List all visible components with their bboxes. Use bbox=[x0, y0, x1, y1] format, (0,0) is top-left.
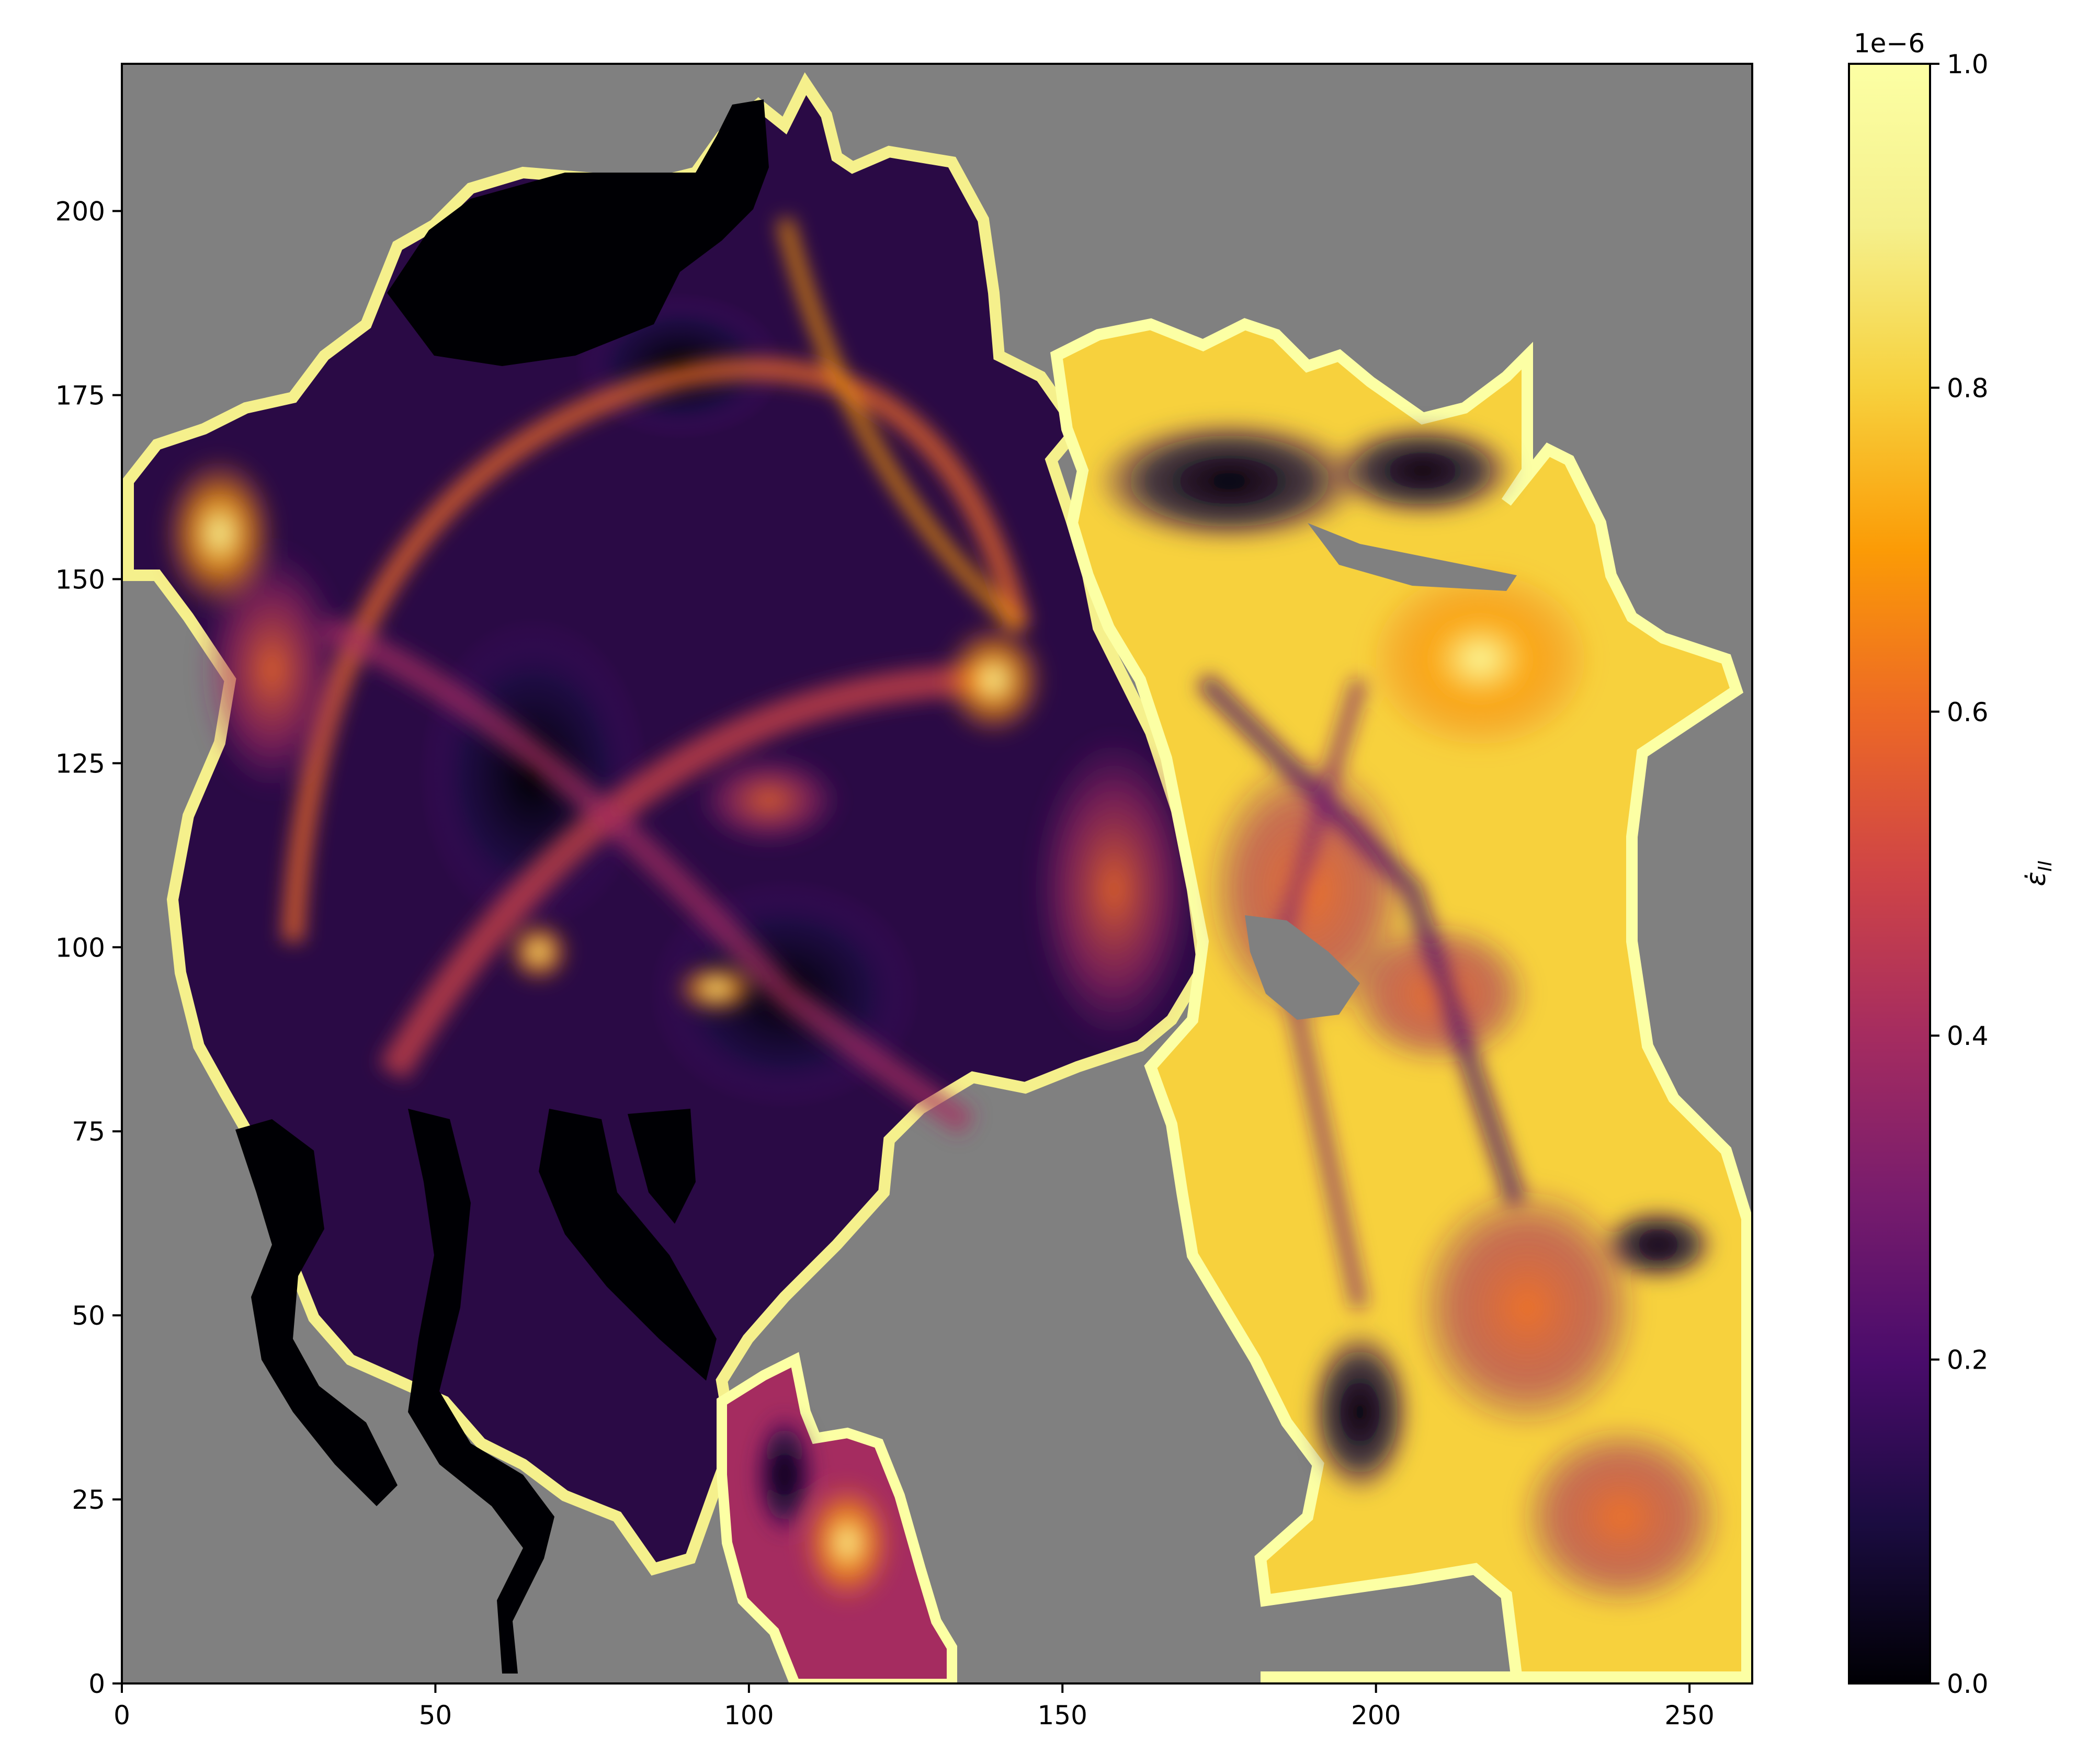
x-tick-label: 250 bbox=[1664, 1700, 1714, 1731]
strain-warm-spot bbox=[696, 753, 842, 847]
strain-rate-field bbox=[122, 72, 1752, 1683]
archipelago-channels bbox=[628, 1109, 696, 1224]
strain-hot-spot bbox=[800, 1480, 894, 1606]
colorbar-tick-label: 0.4 bbox=[1947, 1021, 1989, 1051]
y-tick-label: 0 bbox=[88, 1669, 105, 1699]
strain-hot-spot bbox=[1365, 565, 1595, 753]
colorbar-axis: 0.0 0.2 0.4 0.6 0.8 1.0 bbox=[1930, 49, 1989, 1699]
strain-dark-patch bbox=[1329, 424, 1517, 518]
strain-dark-patch bbox=[1308, 1328, 1412, 1496]
masked-hole bbox=[1245, 915, 1360, 1020]
y-tick-label: 75 bbox=[72, 1117, 105, 1147]
strain-dark-patch bbox=[1093, 418, 1365, 544]
strain-hot-spot bbox=[675, 962, 758, 1015]
y-axis: 0 25 50 75 100 125 150 175 200 bbox=[55, 197, 122, 1699]
ice-dark-core bbox=[418, 617, 649, 931]
strain-streak bbox=[1196, 673, 1526, 1206]
strain-warm-spot bbox=[1517, 1422, 1726, 1611]
strain-arc bbox=[777, 218, 1025, 633]
archipelago-channels bbox=[539, 1109, 717, 1381]
colorbar-tick-label: 0.0 bbox=[1947, 1669, 1989, 1699]
colorbar-tick-label: 0.6 bbox=[1947, 697, 1989, 727]
colorbar-label-main: ε̇ bbox=[2021, 872, 2052, 886]
strain-warm-spot bbox=[1412, 1182, 1642, 1433]
colorbar-tick-label: 0.2 bbox=[1947, 1345, 1989, 1375]
masked-hole bbox=[1308, 523, 1517, 591]
archipelago-channels bbox=[408, 1109, 554, 1674]
y-tick-label: 200 bbox=[55, 197, 105, 227]
colorbar-tick-label: 1.0 bbox=[1947, 49, 1989, 79]
strain-hot-spot bbox=[941, 622, 1046, 737]
y-tick-label: 100 bbox=[55, 932, 105, 963]
y-tick-label: 50 bbox=[72, 1301, 105, 1331]
x-tick-label: 200 bbox=[1351, 1700, 1401, 1731]
colorbar-offset-text: 1e−6 bbox=[1854, 28, 1925, 59]
colorbar-tick-label: 0.8 bbox=[1947, 373, 1989, 403]
strain-arc bbox=[379, 664, 994, 1080]
strain-dark-patch bbox=[753, 1412, 816, 1538]
ice-edge-strip bbox=[1261, 1671, 1747, 1683]
x-tick-label: 0 bbox=[114, 1700, 130, 1731]
strain-hot-spot bbox=[162, 455, 277, 612]
y-tick-label: 175 bbox=[55, 380, 105, 411]
x-axis: 0 50 100 150 200 250 bbox=[114, 1683, 1715, 1731]
x-tick-label: 50 bbox=[419, 1700, 452, 1731]
x-tick-label: 100 bbox=[724, 1700, 774, 1731]
archipelago-channels bbox=[235, 1119, 398, 1506]
strain-warm-spot bbox=[1030, 732, 1198, 1046]
y-tick-label: 150 bbox=[55, 564, 105, 595]
plot-frame bbox=[121, 63, 1753, 1685]
x-tick-label: 150 bbox=[1038, 1700, 1087, 1731]
strain-hot-spot bbox=[507, 920, 570, 983]
colorbar bbox=[1848, 63, 1931, 1685]
colorbar-label-sub: II bbox=[2035, 860, 2056, 871]
strain-arc bbox=[319, 615, 975, 1135]
y-tick-label: 25 bbox=[72, 1485, 105, 1515]
y-tick-label: 125 bbox=[55, 748, 105, 779]
colorbar-label: ε̇II bbox=[2021, 860, 2056, 886]
ice-region-north-dark bbox=[387, 99, 769, 366]
